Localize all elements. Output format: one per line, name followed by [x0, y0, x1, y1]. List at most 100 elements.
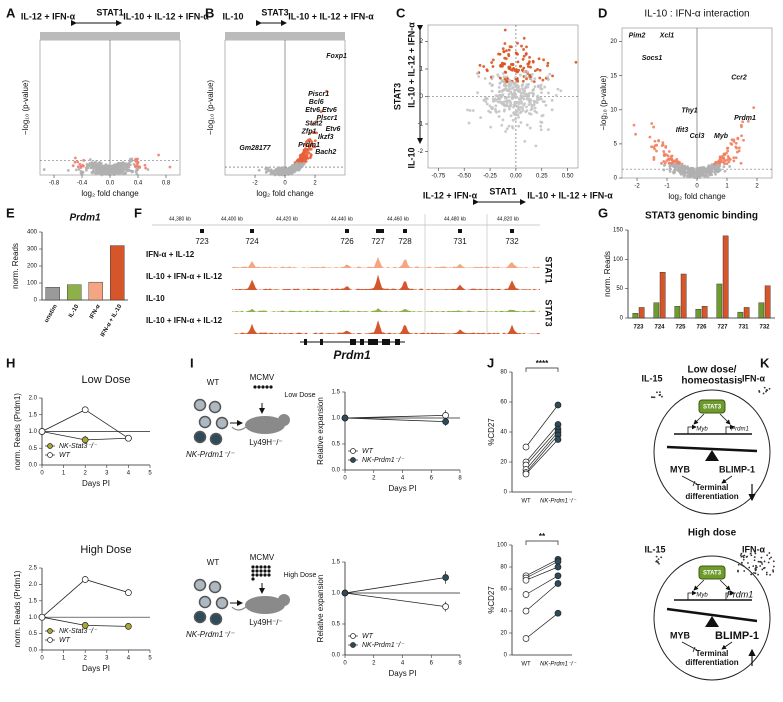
y-axis-label: norm. Reads (Prdm1)	[13, 393, 22, 470]
y-tick-label: 0.0	[332, 468, 341, 474]
il15-dot	[659, 393, 662, 396]
gene-dot	[302, 162, 305, 165]
gene-dot	[519, 105, 523, 109]
gene-dot	[509, 80, 513, 84]
il15-dot	[659, 391, 661, 394]
x-tick-label: -2	[634, 184, 640, 190]
gene-dot	[519, 121, 523, 124]
y-tick-label: 2.5	[29, 566, 38, 572]
gene-dot	[168, 165, 172, 169]
gene-dot	[507, 124, 511, 128]
gene-dot	[491, 83, 495, 87]
pair-line	[525, 612, 559, 639]
coordinate-label: 44,440 kb	[331, 216, 353, 222]
gene-dot	[531, 59, 535, 63]
virus	[269, 385, 273, 389]
facet-strip	[225, 32, 345, 40]
x-tick-label: 723	[633, 325, 644, 331]
peak-marker	[458, 229, 462, 233]
x-tick-label: 2	[372, 476, 376, 482]
gene-dot	[74, 168, 78, 172]
gene-label: Bach2	[315, 149, 336, 156]
gene-label: Etv6	[326, 126, 341, 133]
gene-dot	[725, 162, 729, 166]
gene-dot	[264, 167, 268, 171]
x-axis-label: Days PI	[388, 669, 416, 678]
gene-dot	[475, 72, 479, 75]
gene-dot	[701, 173, 705, 177]
gene-dot	[498, 97, 502, 101]
gene-dot	[540, 121, 544, 124]
gene-label: Myb	[696, 427, 708, 433]
gene-dot	[507, 85, 511, 89]
gene-dot	[488, 81, 492, 85]
x-tick-label: 727	[717, 325, 728, 331]
gene-dot	[706, 171, 709, 175]
x-tick-label: -0.8	[49, 181, 60, 187]
gene-dot	[119, 166, 123, 169]
gene-dot	[508, 78, 512, 82]
gene-dot	[541, 78, 545, 82]
gene-dot	[739, 161, 743, 165]
donor-label: NK-Prdm1⁻/⁻	[186, 450, 235, 459]
gene-dot	[500, 64, 504, 68]
contrast-label: IL-12 + IFN-α	[423, 190, 478, 200]
virus	[265, 385, 269, 389]
virus	[255, 573, 259, 577]
x-tick-label: 0	[283, 181, 287, 187]
activation-arrow	[693, 413, 705, 425]
virus	[267, 565, 271, 569]
gene-dot	[288, 172, 292, 176]
gene-dot	[309, 153, 313, 157]
legend-label: WT	[59, 637, 71, 644]
gene-dot	[76, 165, 80, 169]
pair-line	[525, 566, 559, 581]
gene-dot	[706, 175, 710, 178]
x-tick-label: 0.4	[134, 181, 143, 187]
x-tick-label: 732	[759, 325, 770, 331]
x-tick-label: 1	[725, 184, 729, 190]
gene-dot	[121, 161, 125, 164]
gene-dot	[468, 109, 472, 112]
ifn-dot	[770, 556, 773, 559]
gene-dot	[73, 156, 77, 160]
x-tick-label: 0	[40, 656, 44, 662]
ifn-dot	[757, 560, 760, 563]
bar	[695, 309, 702, 319]
gene-dot	[115, 166, 118, 170]
gene-dot	[515, 83, 519, 87]
gene-dot	[661, 141, 665, 145]
volcano-dots	[257, 89, 329, 177]
gene-dot	[134, 157, 138, 161]
y-tick-label: 0.5	[29, 446, 38, 452]
gene-dot	[516, 41, 519, 45]
pair-line	[525, 575, 559, 595]
gene-dot	[663, 152, 666, 156]
point	[341, 589, 349, 597]
gene-dot	[509, 90, 513, 94]
gene-dot	[135, 169, 138, 173]
ifn-dot	[765, 573, 768, 576]
gene-dot	[109, 172, 113, 176]
virus	[267, 569, 271, 573]
gene-dot	[730, 138, 734, 142]
gene-dot	[490, 107, 494, 111]
ifn-dot	[740, 555, 743, 558]
pair-line	[525, 561, 559, 579]
coordinate-label: 44,480 kb	[444, 216, 466, 222]
y-tick-label: 0	[34, 298, 38, 304]
gene-dot	[550, 108, 554, 112]
gene-dot	[66, 168, 70, 172]
il15-dot	[660, 556, 663, 559]
y-tick-label: 1.0	[29, 429, 38, 435]
point	[554, 609, 562, 617]
legend-label: WT	[362, 448, 374, 455]
gene-dot	[506, 77, 509, 81]
y-tick-label: 60	[500, 400, 507, 406]
gene-dot	[513, 100, 517, 104]
y-tick-label: 5	[614, 141, 618, 147]
gene-dot	[507, 48, 511, 52]
gene-dot	[297, 164, 301, 168]
virus	[251, 577, 255, 581]
gene-dot	[533, 109, 537, 113]
